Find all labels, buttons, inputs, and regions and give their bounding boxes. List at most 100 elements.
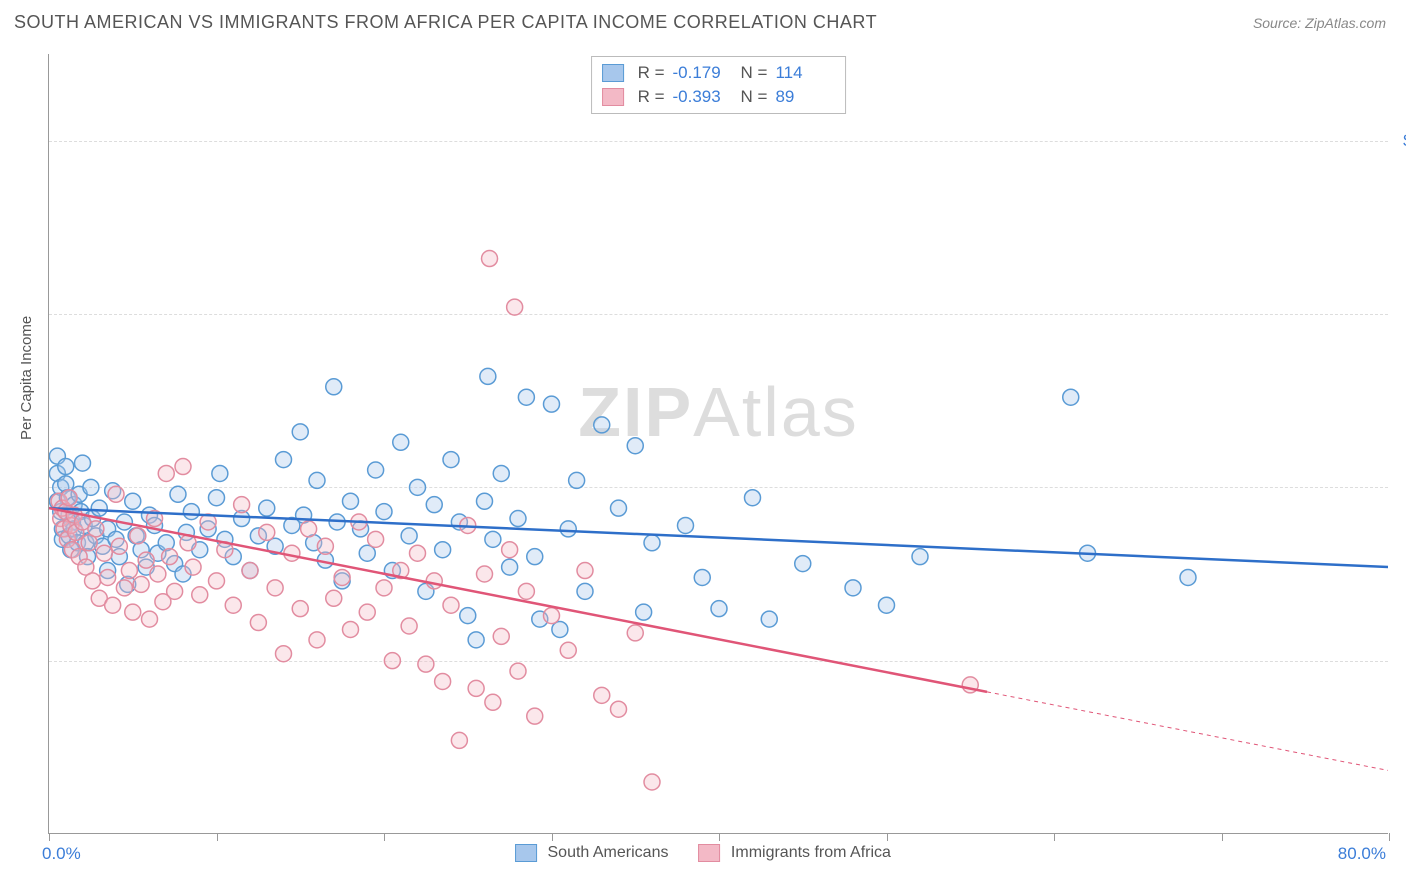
source-attribution: Source: ZipAtlas.com bbox=[1253, 15, 1386, 31]
data-point bbox=[711, 601, 727, 617]
data-point bbox=[91, 500, 107, 516]
data-point bbox=[435, 673, 451, 689]
data-point bbox=[276, 646, 292, 662]
r-value-2: -0.393 bbox=[673, 87, 733, 107]
x-axis-max-label: 80.0% bbox=[1338, 844, 1386, 864]
data-point bbox=[795, 556, 811, 572]
series-legend: South Americans Immigrants from Africa bbox=[515, 844, 891, 862]
data-point bbox=[170, 486, 186, 502]
data-point bbox=[569, 472, 585, 488]
data-point bbox=[259, 524, 275, 540]
data-point bbox=[694, 569, 710, 585]
data-point bbox=[577, 583, 593, 599]
data-point bbox=[88, 521, 104, 537]
data-point bbox=[544, 396, 560, 412]
data-point bbox=[1063, 389, 1079, 405]
data-point bbox=[845, 580, 861, 596]
data-point bbox=[83, 479, 99, 495]
correlation-row-1: R = -0.179 N = 114 bbox=[602, 61, 836, 85]
data-point bbox=[61, 490, 77, 506]
data-point bbox=[150, 566, 166, 582]
data-point bbox=[510, 511, 526, 527]
data-point bbox=[482, 251, 498, 267]
data-point bbox=[212, 465, 228, 481]
swatch-series1-icon bbox=[515, 844, 537, 862]
data-point bbox=[577, 563, 593, 579]
x-tick bbox=[49, 833, 50, 841]
data-point bbox=[192, 587, 208, 603]
swatch-series2 bbox=[602, 88, 624, 106]
legend-label-1: South Americans bbox=[548, 844, 669, 861]
data-point bbox=[485, 694, 501, 710]
data-point bbox=[611, 500, 627, 516]
data-point bbox=[292, 424, 308, 440]
data-point bbox=[125, 493, 141, 509]
r-label: R = bbox=[638, 63, 665, 83]
data-point bbox=[560, 521, 576, 537]
data-point bbox=[393, 434, 409, 450]
data-point bbox=[426, 573, 442, 589]
data-point bbox=[745, 490, 761, 506]
data-point bbox=[912, 549, 928, 565]
r-label: R = bbox=[638, 87, 665, 107]
x-tick bbox=[887, 833, 888, 841]
data-point bbox=[384, 653, 400, 669]
x-tick bbox=[719, 833, 720, 841]
data-point bbox=[544, 608, 560, 624]
y-axis-label: Per Capita Income bbox=[18, 316, 35, 440]
x-tick bbox=[1222, 833, 1223, 841]
data-point bbox=[435, 542, 451, 558]
data-point bbox=[627, 438, 643, 454]
data-point bbox=[460, 608, 476, 624]
data-point bbox=[502, 559, 518, 575]
data-point bbox=[234, 497, 250, 513]
data-point bbox=[594, 417, 610, 433]
legend-item-1: South Americans bbox=[515, 844, 668, 862]
data-point bbox=[116, 580, 132, 596]
data-point bbox=[1180, 569, 1196, 585]
data-point bbox=[167, 583, 183, 599]
data-point bbox=[359, 604, 375, 620]
n-value-2: 89 bbox=[775, 87, 835, 107]
data-point bbox=[276, 452, 292, 468]
data-point bbox=[96, 545, 112, 561]
data-point bbox=[111, 538, 127, 554]
data-point bbox=[678, 517, 694, 533]
data-point bbox=[85, 573, 101, 589]
swatch-series2-icon bbox=[698, 844, 720, 862]
data-point bbox=[175, 459, 191, 475]
data-point bbox=[480, 368, 496, 384]
data-point bbox=[426, 497, 442, 513]
data-point bbox=[284, 545, 300, 561]
data-point bbox=[560, 642, 576, 658]
data-point bbox=[185, 559, 201, 575]
r-value-1: -0.179 bbox=[673, 63, 733, 83]
data-point bbox=[376, 504, 392, 520]
x-tick bbox=[1389, 833, 1390, 841]
data-point bbox=[309, 632, 325, 648]
data-point bbox=[209, 573, 225, 589]
x-tick bbox=[384, 833, 385, 841]
data-point bbox=[451, 732, 467, 748]
data-point bbox=[138, 552, 154, 568]
n-label: N = bbox=[741, 63, 768, 83]
data-point bbox=[410, 545, 426, 561]
x-axis-min-label: 0.0% bbox=[42, 844, 81, 864]
chart-plot-area: ZIPAtlas R = -0.179 N = 114 R = -0.393 N… bbox=[48, 54, 1388, 834]
data-point bbox=[142, 611, 158, 627]
data-point bbox=[468, 632, 484, 648]
chart-header: SOUTH AMERICAN VS IMMIGRANTS FROM AFRICA… bbox=[0, 0, 1406, 41]
data-point bbox=[259, 500, 275, 516]
data-point bbox=[401, 618, 417, 634]
n-label: N = bbox=[741, 87, 768, 107]
data-point bbox=[477, 493, 493, 509]
n-value-1: 114 bbox=[775, 63, 835, 83]
data-point bbox=[443, 452, 459, 468]
correlation-row-2: R = -0.393 N = 89 bbox=[602, 85, 836, 109]
legend-label-2: Immigrants from Africa bbox=[731, 844, 891, 861]
data-point bbox=[334, 569, 350, 585]
data-point bbox=[130, 528, 146, 544]
data-point bbox=[627, 625, 643, 641]
data-point bbox=[343, 621, 359, 637]
data-point bbox=[477, 566, 493, 582]
